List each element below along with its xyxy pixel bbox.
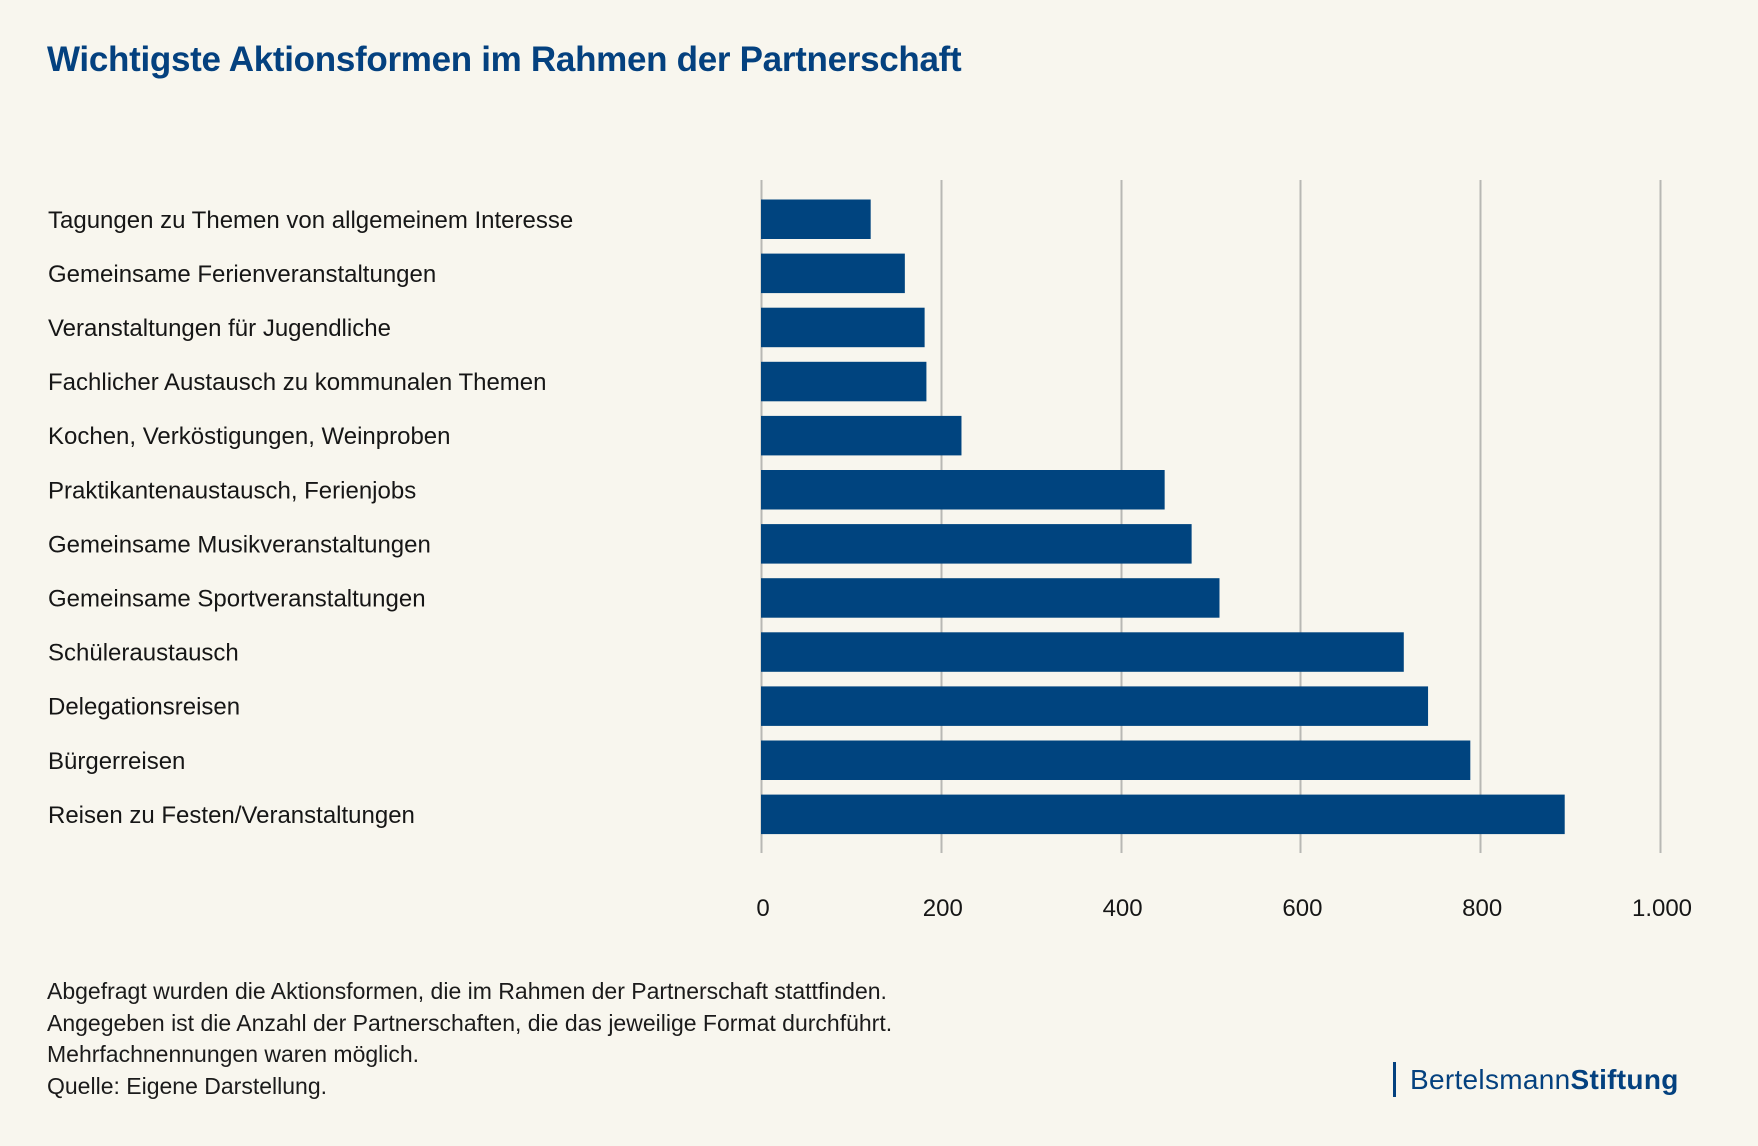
source-line: Quelle: Eigene Darstellung. xyxy=(47,1073,327,1100)
category-label: Schüleraustausch xyxy=(48,640,239,667)
category-label: Bürgerreisen xyxy=(48,748,185,775)
category-label: Gemeinsame Musikveranstaltungen xyxy=(48,531,431,558)
category-labels: Tagungen zu Themen von allgemeinem Inter… xyxy=(48,207,573,829)
category-label: Fachlicher Austausch zu kommunalen Theme… xyxy=(48,369,546,396)
x-tick-label: 800 xyxy=(1462,895,1502,922)
bar xyxy=(761,686,1429,726)
x-tick-label: 400 xyxy=(1103,895,1143,922)
logo-text: BertelsmannStiftung xyxy=(1410,1064,1679,1096)
category-label: Veranstaltungen für Jugendliche xyxy=(48,315,391,342)
x-tick-label: 0 xyxy=(756,895,769,922)
bar xyxy=(761,524,1192,564)
category-label: Kochen, Verköstigungen, Weinproben xyxy=(48,423,451,450)
bar xyxy=(761,740,1471,780)
bar xyxy=(761,578,1220,618)
note-line: Mehrfachnennungen waren möglich. xyxy=(47,1041,420,1068)
bertelsmann-stiftung-logo: BertelsmannStiftung xyxy=(1393,1062,1679,1097)
category-label: Delegationsreisen xyxy=(48,694,240,721)
bar xyxy=(761,307,925,348)
x-tick-label: 600 xyxy=(1282,895,1322,922)
logo-text-light: Bertelsmann xyxy=(1410,1063,1571,1095)
bar xyxy=(761,253,905,294)
x-tick-label: 1.000 xyxy=(1632,895,1692,922)
logo-text-bold: Stiftung xyxy=(1570,1063,1679,1095)
category-label: Reisen zu Festen/Veranstaltungen xyxy=(48,802,415,829)
category-label: Gemeinsame Sportveranstaltungen xyxy=(48,585,426,612)
chart-notes: Abgefragt wurden die Aktionsformen, die … xyxy=(47,976,892,1103)
bar xyxy=(761,794,1565,835)
bars xyxy=(761,199,1565,835)
logo-divider xyxy=(1393,1062,1396,1097)
x-tick-label: 200 xyxy=(923,895,963,922)
bar xyxy=(761,415,962,456)
bar xyxy=(761,632,1404,672)
bar xyxy=(761,199,871,239)
bar xyxy=(761,470,1165,510)
note-line: Angegeben ist die Anzahl der Partnerscha… xyxy=(47,1009,893,1036)
x-axis-tick-labels: 0 200 400 600 800 1.000 xyxy=(756,895,1692,922)
bar-chart: Tagungen zu Themen von allgemeinem Inter… xyxy=(48,180,1692,922)
note-line: Abgefragt wurden die Aktionsformen, die … xyxy=(47,978,887,1004)
chart-title: Wichtigste Aktionsformen im Rahmen der P… xyxy=(47,40,962,79)
category-label: Tagungen zu Themen von allgemeinem Inter… xyxy=(48,207,573,234)
bar xyxy=(761,361,927,402)
category-label: Praktikantenaustausch, Ferienjobs xyxy=(48,477,416,504)
category-label: Gemeinsame Ferienveranstaltungen xyxy=(48,261,436,288)
